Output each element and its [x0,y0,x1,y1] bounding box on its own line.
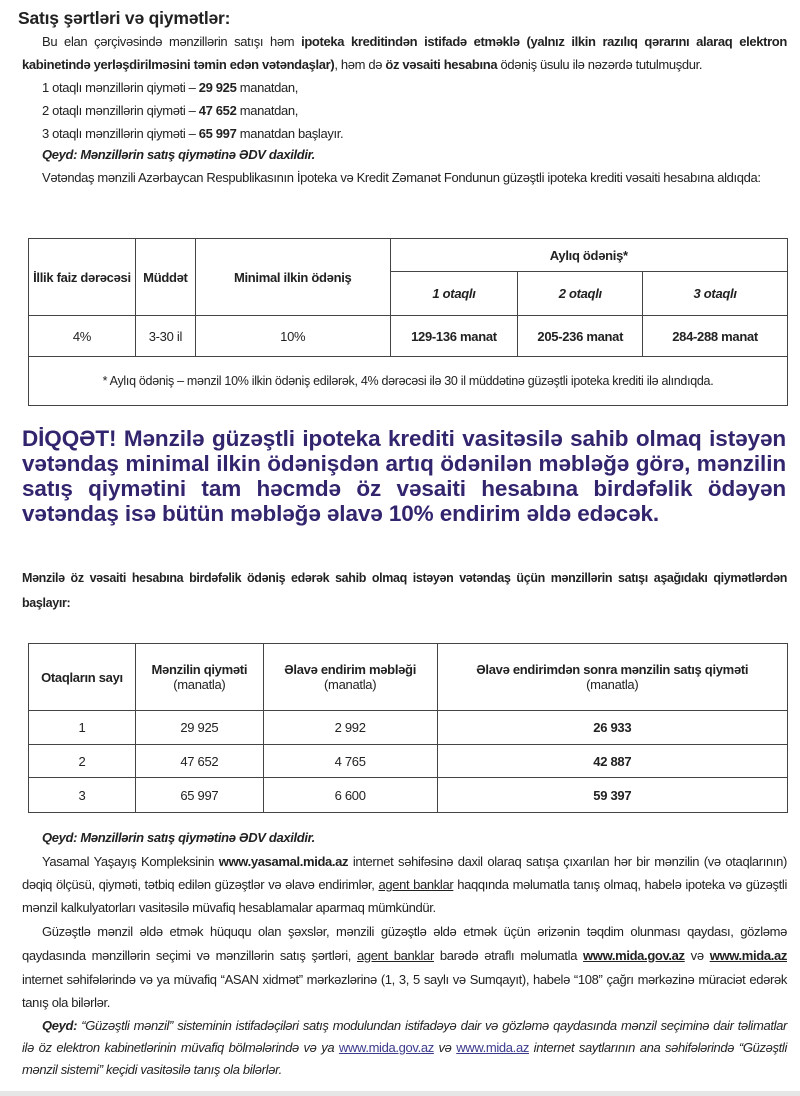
price-line-3: 3 otaqlı mənzillərin qiyməti – 65 997 ma… [22,122,787,145]
text: manatdan başlayır. [236,126,344,141]
cell-3-room: 284-288 manat [642,315,788,357]
table-row: 2 47 652 4 765 42 887 [28,744,789,778]
text: 2 otaqlı mənzillərin qiyməti – [42,103,199,118]
cell-final-price: 59 397 [436,777,789,813]
yasamal-site-link[interactable]: www.yasamal.mida.az [218,854,349,869]
header-price: Mənzilin qiyməti (manatla) [134,643,264,711]
rights-paragraph: Güzəştlə mənzil əldə etmək hüququ olan ş… [22,920,787,1015]
header-text: Mənzilin qiyməti [151,662,248,677]
vat-note-2: Qeyd: Mənzillərin satış qiymətinə ƏDV da… [22,827,787,849]
bold-text: ipoteka kreditindən istifadə etməklə (ya… [22,34,787,72]
bold-text: öz vəsaiti hesabına [385,57,498,72]
price-value: 29 925 [198,80,237,95]
text: barədə ətraflı məlumatla [433,947,584,963]
text: 1 otaqlı mənzillərin qiyməti – [42,80,199,95]
cell-price: 47 652 [134,744,264,778]
price-line-1: 1 otaqlı mənzillərin qiyməti – 29 925 ma… [22,76,787,99]
vat-note-text: Qeyd: Mənzillərin satış qiymətinə ƏDV da… [42,830,315,845]
cell-rooms: 2 [28,744,136,778]
note-label: Qeyd: [42,1018,78,1034]
cell-price: 29 925 [134,710,264,745]
mida-link[interactable]: www.mida.az [456,1040,529,1056]
text: Güzəştlə mənzil əldə etmək hüququ olan ş… [22,924,787,963]
header-text: Otaqların sayı [41,669,123,685]
text: 3 otaqlı mənzillərin qiyməti – [42,126,199,141]
cash-intro: Mənzilə öz vəsaiti hesabına birdəfəlik ö… [22,571,787,610]
text: “Güzəştli mənzil” sisteminin istifadəçil… [22,1018,787,1056]
header-text: Əlavə endirim məbləği [284,662,417,677]
price-value: 47 652 [198,103,237,118]
text: haqqında məlumatla tanış olmaq, habelə i… [22,877,787,915]
cell-discount: 6 600 [262,777,438,813]
cell-rate: 4% [28,315,136,357]
text: ödəniş üsulu ilə nəzərdə tutulmuşdur. [497,57,703,72]
text: internet səhifəsinə daxil olaraq satışa … [22,854,787,892]
header-monthly: Aylıq ödəniş* [389,238,789,272]
cell-discount: 2 992 [262,710,438,745]
agent-banks-link[interactable]: agent banklar [356,947,434,963]
text: manatdan, [236,103,299,118]
vat-note-text: Qeyd: Mənzillərin satış qiymətinə ƏDV da… [42,147,315,162]
header-unit: (manatla) [173,677,226,692]
mortgage-intro: Vətəndaş mənzili Azərbaycan Respublikası… [42,170,761,185]
cell-final-price: 42 887 [436,744,789,778]
mortgage-table: İllik faiz dərəcəsi Müddət Minimal ilkin… [28,238,789,406]
cell-final-price: 26 933 [436,710,789,745]
cell-rooms: 3 [28,777,136,813]
text: manatdan, [236,80,299,95]
table-row: 1 29 925 2 992 26 933 [28,710,789,745]
text: Bu elan çərçivəsində mənzillərin satışı … [42,34,302,49]
text: internet səhifələrində və ya müvafiq “AS… [22,971,787,1011]
attention-notice: DİQQƏT! Mənzilə güzəştli ipoteka krediti… [22,426,786,526]
mida-gov-link[interactable]: www.mida.gov.az [338,1040,434,1056]
cash-price-table: Otaqların sayı Mənzilin qiyməti (manatla)… [28,643,789,813]
cell-rooms: 1 [28,710,136,745]
header-1-room: 1 otaqlı [389,271,519,316]
text: , həm də [334,57,386,72]
cell-2-room: 205-236 manat [517,315,644,357]
cell-1-room: 129-136 manat [389,315,519,357]
table-row: 4% 3-30 il 10% 129-136 manat 205-236 man… [28,315,788,357]
price-value: 65 997 [198,126,237,141]
yasamal-paragraph: Yasamal Yaşayış Kompleksinin www.yasamal… [22,850,787,919]
header-term: Müddət [134,238,196,316]
text: və [684,947,710,963]
header-rooms: Otaqların sayı [28,643,136,711]
info-section: Qeyd: Mənzillərin satış qiymətinə ƏDV da… [22,827,787,1081]
header-unit: (manatla) [324,677,377,692]
cell-term: 3-30 il [134,315,196,357]
text: internet saytlarının ana səhifələrində “… [22,1040,787,1078]
final-note: Qeyd: “Güzəştli mənzil” sisteminin istif… [22,1015,787,1081]
mida-link[interactable]: www.mida.az [709,947,788,963]
cell-discount: 4 765 [262,744,438,778]
header-text: Əlavə endirimdən sonra mənzilin satış qi… [476,662,749,677]
price-line-2: 2 otaqlı mənzillərin qiyməti – 47 652 ma… [22,99,787,122]
header-2-room: 2 otaqlı [517,271,644,316]
table-row: 3 65 997 6 600 59 397 [28,777,789,813]
mida-gov-link[interactable]: www.mida.gov.az [583,947,685,963]
header-rate: İllik faiz dərəcəsi [28,238,136,316]
text: Yasamal Yaşayış Kompleksinin [42,854,219,869]
cell-price: 65 997 [134,777,264,813]
intro-section: Bu elan çərçivəsində mənzillərin satışı … [22,30,787,188]
agent-banks-link[interactable]: agent banklar [378,877,454,892]
text: və [433,1040,457,1056]
header-unit: (manatla) [586,677,639,692]
vat-note: Qeyd: Mənzillərin satış qiymətinə ƏDV da… [22,145,787,165]
header-3-room: 3 otaqlı [642,271,788,316]
header-down-payment: Minimal ilkin ödəniş [194,238,391,316]
header-discount: Əlavə endirim məbləği (manatla) [262,643,438,711]
header-final-price: Əlavə endirimdən sonra mənzilin satış qi… [436,643,789,711]
intro-paragraph: Bu elan çərçivəsində mənzillərin satışı … [22,30,787,76]
bottom-divider [0,1091,800,1096]
section-title: Satış şərtləri və qiymətlər: [18,8,231,28]
table-footnote: * Aylıq ödəniş – mənzil 10% ilkin ödəniş… [28,356,788,406]
cell-down: 10% [194,315,391,357]
